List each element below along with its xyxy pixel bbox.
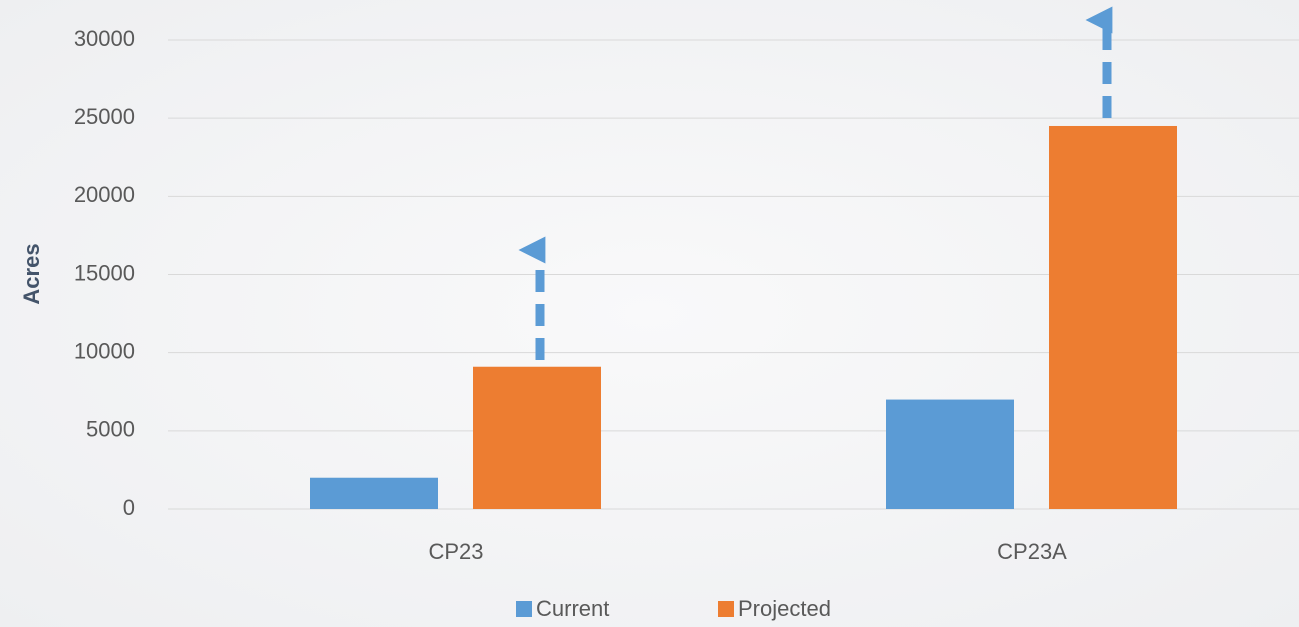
x-tick-label: CP23A	[997, 539, 1067, 564]
y-tick-label: 0	[123, 495, 135, 520]
bar	[310, 477, 438, 509]
legend-swatch	[718, 601, 734, 617]
legend-label: Current	[536, 596, 609, 621]
legend-swatch	[516, 601, 532, 617]
y-tick-label: 10000	[74, 338, 135, 363]
y-tick-label: 15000	[74, 260, 135, 285]
y-tick-label: 20000	[74, 182, 135, 207]
bar	[1049, 125, 1177, 509]
y-tick-label: 5000	[86, 417, 135, 442]
y-tick-label: 25000	[74, 104, 135, 129]
y-tick-label: 30000	[74, 26, 135, 51]
plot-area: 0 5000 10000 15000 20000 25000 30000 CP23 CP23A C…	[74, 26, 1299, 621]
x-tick-label: CP23	[428, 539, 483, 564]
legend-label: Projected	[738, 596, 831, 621]
bar	[886, 399, 1014, 509]
y-axis-title: Acres	[19, 243, 44, 304]
bar	[473, 366, 601, 509]
